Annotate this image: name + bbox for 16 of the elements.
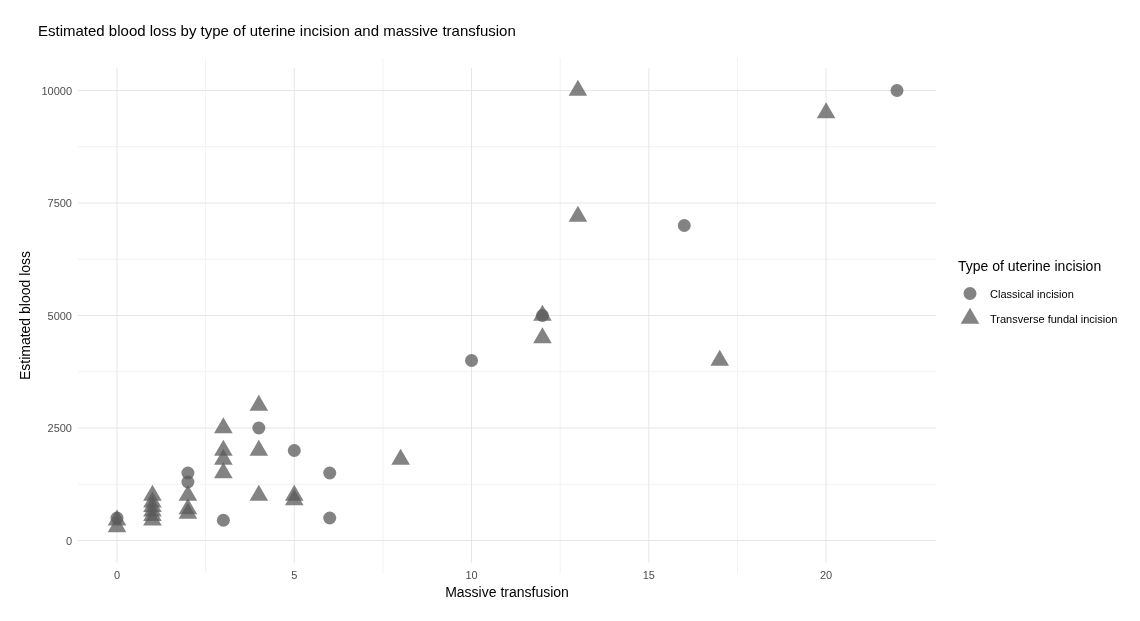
chart-title: Estimated blood loss by type of uterine incision and massive transfusion bbox=[38, 22, 516, 39]
y-tick-label: 0 bbox=[65, 534, 72, 547]
y-tick-label: 7500 bbox=[47, 197, 72, 209]
legend-label: Classical incision bbox=[990, 287, 1074, 300]
x-tick-label: 0 bbox=[113, 569, 121, 581]
legend-title: Type of uterine incision bbox=[958, 257, 1102, 274]
x-tick-label: 5 bbox=[291, 569, 298, 581]
y-tick-label: 5000 bbox=[47, 309, 72, 322]
x-tick-label: 20 bbox=[819, 569, 833, 581]
x-axis-title: Massive transfusion bbox=[445, 584, 569, 600]
legend-label: Transverse fundal incision bbox=[990, 312, 1118, 325]
y-tick-label: 10000 bbox=[41, 84, 72, 97]
x-tick-label: 10 bbox=[465, 569, 478, 581]
y-tick-label: 2500 bbox=[47, 422, 72, 434]
x-tick-label: 15 bbox=[642, 569, 655, 581]
y-axis-title: Estimated blood loss bbox=[17, 250, 33, 381]
